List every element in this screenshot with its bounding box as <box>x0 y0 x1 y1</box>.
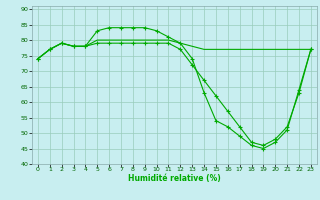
X-axis label: Humidité relative (%): Humidité relative (%) <box>128 174 221 183</box>
